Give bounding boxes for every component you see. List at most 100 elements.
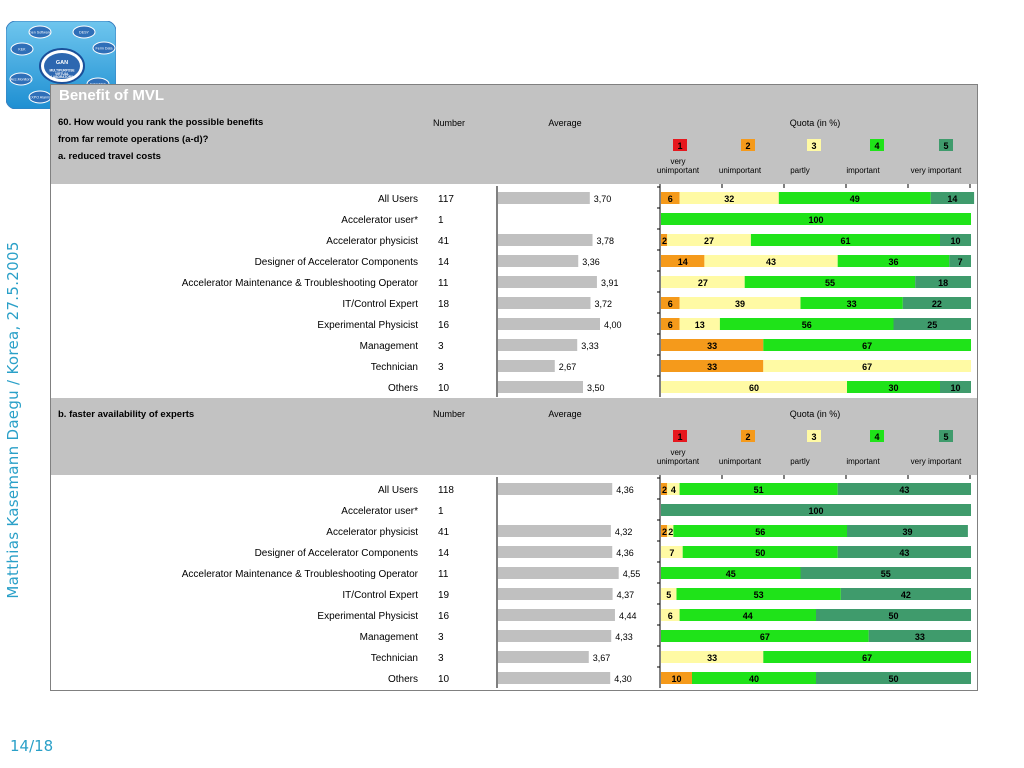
quota-segment-label: 27	[698, 278, 708, 288]
average-value-label: 4,00	[604, 320, 622, 330]
quota-segment-label: 43	[899, 548, 909, 558]
logo-bubble-label: KEK	[18, 48, 26, 52]
scale-label: unimportant	[719, 166, 762, 175]
scale-code-swatch	[939, 430, 953, 442]
average-bar	[498, 381, 583, 393]
average-value-label: 4,37	[617, 590, 635, 600]
quota-segment-label: 44	[743, 611, 753, 621]
row-group-label: All Users	[378, 194, 418, 205]
scale-label: important	[846, 166, 880, 175]
quota-segment	[661, 318, 680, 330]
row-number: 10	[438, 674, 450, 685]
scale-code-label: 3	[811, 432, 816, 442]
scale-label: very	[670, 448, 685, 457]
quota-segment-label: 10	[950, 383, 960, 393]
quota-segment-label: 2	[662, 485, 667, 495]
question-text: from far remote operations (a-d)?	[58, 134, 209, 145]
survey-chart: 60. How would you rank the possible bene…	[51, 107, 977, 688]
average-value-label: 3,70	[594, 194, 612, 204]
quota-segment	[837, 483, 971, 495]
quota-segment	[667, 234, 751, 246]
scale-code-swatch	[673, 430, 687, 442]
average-bar	[498, 588, 613, 600]
scale-code-label: 1	[677, 141, 682, 151]
row-group-label: Accelerator Maintenance & Troubleshootin…	[182, 569, 419, 580]
scale-code-label: 2	[745, 432, 750, 442]
quota-segment-label: 18	[938, 278, 948, 288]
quota-segment-label: 67	[862, 362, 872, 372]
quota-segment-label: 60	[749, 383, 759, 393]
quota-segment	[661, 213, 971, 225]
scale-code-label: 3	[811, 141, 816, 151]
quota-segment-label: 43	[766, 257, 776, 267]
section-header-bg	[51, 398, 977, 475]
scale-label: very important	[911, 457, 962, 466]
quota-segment	[661, 588, 677, 600]
row-number: 1	[438, 215, 444, 226]
average-value-label: 3,50	[587, 383, 605, 393]
row-group-label: Others	[388, 383, 418, 394]
quota-segment-label: 61	[840, 236, 850, 246]
quota-segment	[893, 318, 971, 330]
quota-segment-label: 49	[850, 194, 860, 204]
quota-segment	[816, 672, 971, 684]
row-number: 14	[438, 548, 450, 559]
scale-code-swatch	[870, 139, 884, 151]
quota-segment-label: 51	[754, 485, 764, 495]
quota-segment-label: 5	[666, 590, 671, 600]
quota-segment	[816, 609, 971, 621]
logo-bubble-label: DESY	[79, 31, 89, 35]
row-group-label: IT/Control Expert	[342, 299, 418, 310]
scale-code-swatch	[807, 139, 821, 151]
average-value-label: 4,33	[615, 632, 633, 642]
scale-code-swatch	[807, 430, 821, 442]
quota-column-header: Quota (in %)	[790, 118, 841, 128]
quota-segment-label: 2	[662, 236, 667, 246]
quota-segment	[661, 546, 683, 558]
scale-code-label: 1	[677, 432, 682, 442]
average-value-label: 4,32	[615, 527, 633, 537]
quota-segment-label: 10	[671, 674, 681, 684]
quota-segment	[840, 588, 971, 600]
quota-segment-label: 55	[825, 278, 835, 288]
average-bar	[498, 339, 578, 351]
average-column-header: Average	[548, 118, 581, 128]
quota-segment	[661, 381, 847, 393]
quota-segment-label: 6	[668, 299, 673, 309]
quota-segment	[682, 546, 838, 558]
quota-segment	[837, 546, 971, 558]
row-group-label: Accelerator user*	[341, 215, 418, 226]
average-bar	[498, 546, 613, 558]
quota-segment	[847, 381, 940, 393]
quota-segment	[744, 276, 916, 288]
row-number: 16	[438, 611, 450, 622]
mvl-logo: Gen Software DESY KEK Ferm Data Acc.Monitors…	[6, 21, 116, 109]
logo-bubble-label: Ferm Data	[96, 47, 113, 51]
quota-segment-label: 67	[862, 653, 872, 663]
quota-segment	[915, 276, 971, 288]
quota-segment-label: 33	[915, 632, 925, 642]
quota-segment	[719, 318, 894, 330]
row-number: 3	[438, 653, 444, 664]
row-group-label: Experimental Physicist	[317, 611, 418, 622]
scale-code-label: 2	[745, 141, 750, 151]
logo-bubble	[9, 72, 33, 86]
row-group-label: Accelerator Maintenance & Troubleshootin…	[182, 278, 419, 289]
page-number: 14/18	[10, 737, 54, 755]
row-number: 117	[438, 194, 454, 205]
quota-segment	[667, 483, 680, 495]
average-bar	[498, 192, 590, 204]
quota-segment-label: 2	[662, 527, 667, 537]
scale-code-swatch	[939, 139, 953, 151]
row-group-label: Accelerator physicist	[326, 236, 418, 247]
quota-segment	[704, 255, 838, 267]
scale-label: important	[846, 457, 880, 466]
logo-center-text: MULTIPURPOSE	[49, 68, 74, 72]
row-number: 11	[438, 278, 449, 289]
quota-segment-label: 13	[695, 320, 705, 330]
quota-segment-label: 7	[669, 548, 674, 558]
quota-segment-label: 56	[802, 320, 812, 330]
quota-segment	[679, 297, 801, 309]
quota-segment	[676, 588, 841, 600]
quota-segment	[679, 483, 838, 495]
